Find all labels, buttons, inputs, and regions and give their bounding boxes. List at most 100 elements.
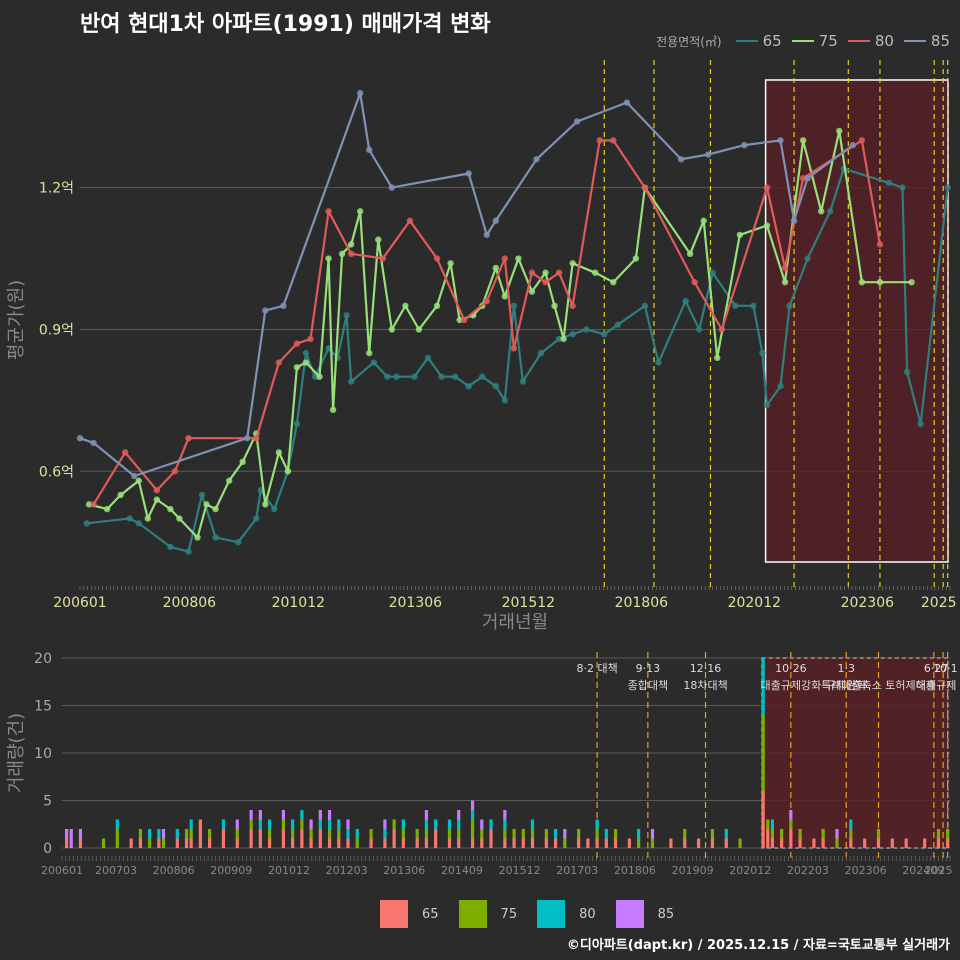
bar-y-tick-label: 5 (43, 794, 52, 810)
data-point-80 (691, 278, 698, 286)
data-point-80 (528, 269, 536, 276)
bar-segment-75 (115, 829, 119, 848)
data-point-75 (528, 288, 536, 295)
bar-segment-80 (457, 819, 461, 829)
bar-segment-80 (503, 819, 507, 829)
bar-segment-80 (355, 829, 359, 839)
data-point-75 (347, 241, 355, 248)
bar-segment-85 (563, 829, 567, 839)
bar-segment-65 (221, 829, 226, 848)
policy-annotation-date: 9·13 (636, 662, 661, 675)
bar-segment-65 (789, 829, 793, 848)
legend-bottom-item-65: 65 (380, 900, 439, 928)
data-point-75 (167, 505, 174, 513)
bar-segment-80 (189, 819, 193, 829)
bar-segment-65 (318, 829, 322, 848)
data-point-80 (460, 316, 468, 324)
data-point-65 (185, 548, 192, 555)
legend-bottom-item-80: 80 (537, 900, 596, 928)
bar-segment-75 (835, 838, 839, 848)
data-point-65 (370, 359, 377, 366)
bar-segment-85 (69, 829, 73, 848)
data-point-65 (614, 321, 622, 328)
x-tick-label: 200601 (53, 595, 106, 611)
bar-segment-85 (78, 829, 83, 839)
data-point-75 (262, 501, 269, 508)
data-point-75 (388, 326, 396, 333)
data-point-65 (479, 373, 486, 380)
bar-segment-75 (148, 838, 152, 848)
bar-segment-80 (637, 829, 641, 839)
bar-segment-80 (434, 819, 438, 829)
x-tick-label: 202306 (841, 595, 895, 611)
bar-segment-65 (512, 838, 516, 848)
bar-segment-75 (355, 838, 359, 848)
bar-segment-65 (553, 838, 558, 848)
data-point-65 (695, 326, 703, 333)
bar-segment-75 (291, 829, 295, 839)
data-point-75 (302, 359, 310, 366)
bar-segment-65 (415, 838, 419, 848)
bar-x-tick-label: 200601 (41, 864, 83, 877)
data-point-75 (176, 515, 183, 522)
data-point-80 (876, 241, 884, 248)
data-point-80 (379, 255, 387, 262)
bar-segment-65 (327, 838, 332, 848)
bar-segment-65 (208, 838, 212, 848)
bar-y-axis-title: 거래량(건) (6, 713, 27, 793)
bar-segment-75 (530, 829, 535, 839)
bar-segment-65 (189, 838, 193, 848)
bar-segment-80 (337, 819, 341, 829)
data-point-85 (483, 231, 490, 239)
bar-segment-80 (175, 829, 179, 839)
bar-segment-65 (669, 838, 673, 848)
policy-annotation-label: 대출규제 (916, 679, 956, 692)
data-point-80 (121, 449, 129, 456)
bar-segment-80 (447, 819, 452, 829)
bar-segment-85 (346, 819, 350, 829)
data-point-65 (126, 515, 133, 522)
bar-x-tick-label: 202203 (787, 864, 829, 877)
data-point-75 (542, 269, 549, 276)
data-point-65 (582, 326, 590, 333)
x-tick-label: 200806 (163, 595, 217, 611)
data-point-65 (655, 359, 662, 366)
bar-segment-65 (258, 829, 262, 848)
bar-x-tick-label: 201203 (326, 864, 368, 877)
bar-y-tick-label: 20 (34, 651, 52, 667)
data-point-75 (103, 505, 111, 513)
data-point-75 (763, 222, 771, 229)
bar-segment-65 (129, 838, 133, 848)
bar-segment-80 (489, 819, 493, 829)
bar-segment-80 (604, 829, 608, 839)
data-point-75 (366, 349, 373, 357)
bar-segment-75 (184, 829, 189, 839)
bar-segment-85 (789, 810, 793, 820)
policy-annotation-date: 10·26 (775, 662, 807, 675)
bar-segment-75 (189, 829, 193, 839)
data-point-80 (763, 184, 771, 191)
bar-segment-65 (249, 829, 253, 848)
bar-x-tick-label: 201909 (672, 864, 714, 877)
bar-segment-75 (770, 829, 774, 839)
bar-segment-75 (470, 819, 475, 839)
data-point-65 (519, 378, 527, 385)
policy-annotation-label: 대출규제강화 (760, 679, 821, 692)
bar-segment-75 (821, 829, 825, 839)
data-point-85 (262, 307, 269, 314)
data-point-75 (686, 250, 694, 258)
bar-segment-85 (318, 810, 322, 820)
data-point-65 (709, 269, 716, 276)
data-point-65 (198, 491, 206, 499)
data-point-65 (555, 335, 563, 343)
data-point-80 (781, 264, 789, 272)
legend-swatch-65 (735, 40, 758, 42)
bar-segment-65 (780, 838, 784, 848)
policy-annotation-date: 10·1 (933, 662, 958, 675)
bar-segment-80 (291, 819, 295, 829)
bar-segment-65 (235, 838, 239, 848)
data-point-85 (492, 217, 499, 224)
data-point-75 (316, 373, 323, 380)
data-point-65 (424, 354, 432, 362)
bar-segment-80 (115, 819, 119, 829)
